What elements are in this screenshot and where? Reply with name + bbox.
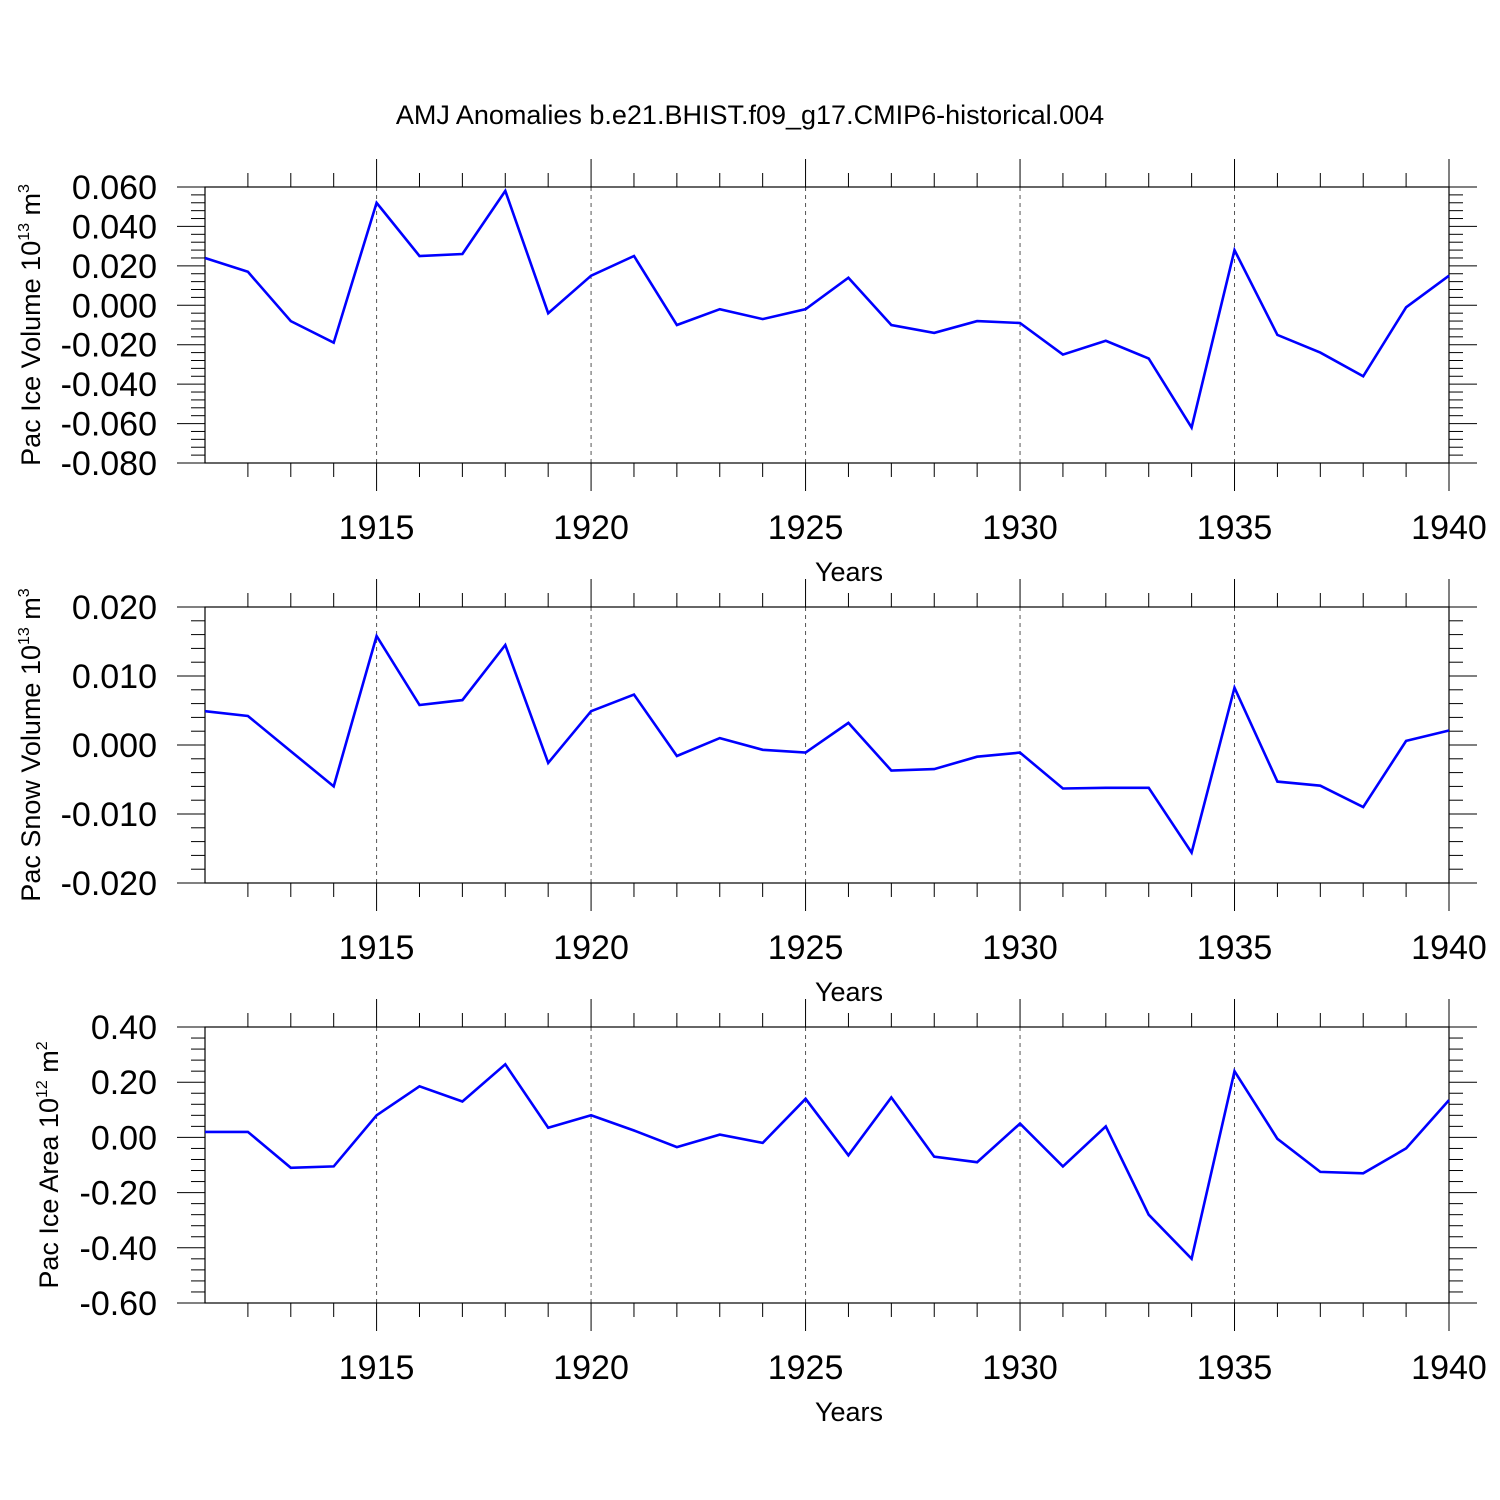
y-label-exponent: 13	[16, 627, 33, 645]
panel-3: 1915 1920 1925 1930 1935 1940 -0.60 -0.40 -0.20 0…	[34, 999, 1487, 1427]
x-tick-label: 1940	[1411, 929, 1487, 967]
panel-2: 1915 1920 1925 1930 1935 1940 -0.020 -0.010 0.00…	[16, 579, 1487, 1007]
x-tick-label: 1940	[1411, 509, 1487, 547]
series-line	[205, 1062, 1450, 1262]
figure-title: AMJ Anomalies b.e21.BHIST.f09_g17.CMIP6-…	[396, 100, 1104, 130]
y-label-unit: m	[16, 193, 46, 223]
x-tick-label: 1930	[982, 509, 1058, 547]
y-label-exponent: 12	[34, 1080, 51, 1098]
y-tick-label: 0.010	[72, 658, 157, 696]
y-tick-label: -0.040	[61, 366, 157, 404]
y-label-unit: m	[34, 1050, 64, 1080]
y-tick-label: 0.20	[91, 1064, 157, 1102]
plot-frame	[204, 606, 1450, 884]
y-axis-label: Pac Ice Area 1012 m2	[34, 1041, 64, 1288]
series-line	[204, 632, 1450, 856]
x-tick-label: 1920	[553, 509, 629, 547]
y-tick-label: -0.010	[61, 796, 157, 834]
plot-frame	[204, 1026, 1450, 1304]
x-axis-label: Years	[815, 977, 883, 1007]
y-label-text: Pac Ice Area 10	[34, 1098, 64, 1289]
x-tick-label: 1935	[1197, 1349, 1273, 1387]
y-label-unit: m	[16, 597, 46, 627]
chart-panels: 1915 1920 1925 1930 1935 1940-0.080-0.060-0.0…	[16, 159, 1487, 1427]
x-tick-label: 1915	[339, 509, 415, 547]
x-tick-label: 1915	[339, 1349, 415, 1387]
y-tick-label: -0.60	[80, 1285, 158, 1323]
plot-frame	[204, 186, 1450, 464]
y-label-unit-exponent: 3	[16, 184, 33, 193]
y-tick-label: 0.000	[72, 727, 157, 765]
y-tick-label: 0.040	[72, 208, 157, 246]
x-tick-label: 1930	[982, 929, 1058, 967]
y-tick-label: -0.20	[80, 1175, 158, 1213]
y-tick-label: -0.080	[61, 445, 157, 483]
y-tick-label: 0.00	[91, 1119, 157, 1157]
y-tick-label: 0.060	[72, 169, 157, 207]
y-label-unit-exponent: 3	[16, 588, 33, 597]
x-tick-label: 1925	[768, 1349, 844, 1387]
x-tick-label: 1935	[1197, 929, 1273, 967]
x-tick-label: 1925	[768, 509, 844, 547]
x-tick-label: 1935	[1197, 509, 1273, 547]
panel-1: 1915 1920 1925 1930 1935 1940-0.080-0.060-0.0…	[16, 159, 1487, 587]
y-tick-label: -0.020	[61, 865, 157, 903]
y-tick-label: 0.020	[72, 248, 157, 286]
y-label-text: Pac Snow Volume 10	[16, 645, 46, 902]
y-tick-label: -0.40	[80, 1230, 158, 1268]
series-line	[204, 188, 1450, 431]
x-tick-label: 1940	[1411, 1349, 1487, 1387]
y-tick-label: -0.020	[61, 327, 157, 365]
x-tick-label: 1930	[982, 1349, 1058, 1387]
y-tick-label: 0.000	[72, 287, 157, 325]
x-tick-label: 1915	[339, 929, 415, 967]
x-tick-label: 1920	[553, 929, 629, 967]
x-axis-label: Years	[815, 1397, 883, 1427]
y-label-unit-exponent: 2	[34, 1041, 51, 1050]
y-tick-label: 0.40	[91, 1009, 157, 1047]
y-axis-label: Pac Ice Volume 1013 m3	[16, 184, 46, 466]
x-axis-label: Years	[815, 557, 883, 587]
y-label-text: Pac Ice Volume 10	[16, 241, 46, 466]
y-tick-label: 0.020	[72, 589, 157, 627]
y-axis-label: Pac Snow Volume 1013 m3	[16, 588, 46, 901]
x-tick-label: 1925	[768, 929, 844, 967]
x-tick-label: 1920	[553, 1349, 629, 1387]
y-label-exponent: 13	[16, 223, 33, 241]
y-tick-label: -0.060	[61, 406, 157, 444]
